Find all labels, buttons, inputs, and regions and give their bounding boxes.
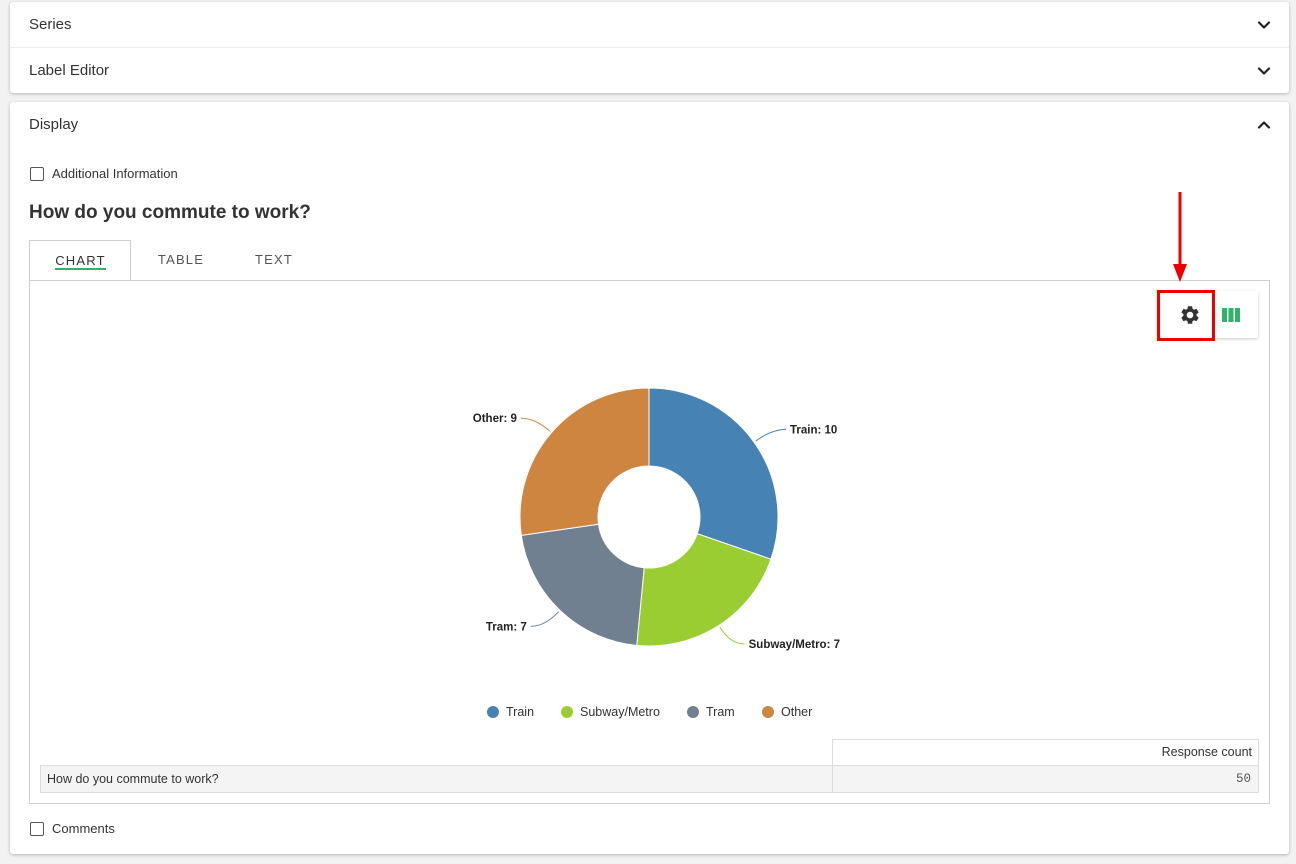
column-chart-icon xyxy=(1222,308,1240,322)
response-count-header-label: Response count xyxy=(1161,745,1252,759)
donut-chart: Train: 10 Subway/Metro: 7 Tram: 7 Other: 9 xyxy=(473,387,840,651)
annotation-arrow xyxy=(1173,192,1187,282)
question-title: How do you commute to work? xyxy=(29,202,311,223)
leader-line-subway-metro xyxy=(719,626,745,645)
slice-tram[interactable] xyxy=(520,523,645,646)
gear-icon xyxy=(1181,306,1199,324)
response-count-value-cell: 50 xyxy=(832,765,1259,793)
slice-subway-metro[interactable] xyxy=(636,533,772,647)
table-row: How do you commute to work? xyxy=(40,765,833,793)
leader-line-train xyxy=(755,428,787,442)
slice-train[interactable] xyxy=(648,387,779,560)
comments-label[interactable]: Comments xyxy=(52,821,115,836)
legend-label: Other xyxy=(781,705,813,719)
tab-chart[interactable]: CHART xyxy=(55,253,106,268)
legend-label: Train xyxy=(506,705,535,719)
data-label-other: Other: 9 xyxy=(473,413,517,425)
collapsed-sections-panel: Series Label Editor xyxy=(10,2,1289,93)
chevron-down-icon xyxy=(1257,66,1271,75)
table-row-label: How do you commute to work? xyxy=(47,772,219,786)
series-accordion-title: Series xyxy=(29,16,72,33)
legend-dot xyxy=(561,706,573,718)
tab-table[interactable]: TABLE xyxy=(157,252,205,267)
leader-line-other xyxy=(520,417,551,432)
legend-label: Tram xyxy=(706,705,735,719)
data-label-subway-metro: Subway/Metro: 7 xyxy=(749,639,840,651)
annotation-highlight-box xyxy=(1157,290,1215,341)
legend-item-train[interactable]: Train xyxy=(487,704,534,720)
settings-button[interactable] xyxy=(1170,299,1210,331)
response-count-value: 50 xyxy=(1235,772,1251,786)
data-label-tram: Tram: 7 xyxy=(486,621,527,633)
chart-container xyxy=(29,280,1270,804)
series-accordion-header[interactable]: Series xyxy=(10,2,1289,47)
legend-dot xyxy=(687,706,699,718)
tab-text[interactable]: TEXT xyxy=(254,252,294,267)
chevron-up-icon xyxy=(1257,120,1271,129)
legend-dot xyxy=(762,706,774,718)
chevron-down-icon xyxy=(1257,20,1271,29)
leader-line-tram xyxy=(530,611,559,627)
legend-item-other[interactable]: Other xyxy=(762,704,812,720)
data-label-train: Train: 10 xyxy=(790,424,837,436)
comments-checkbox[interactable] xyxy=(30,822,44,836)
label-editor-accordion-header[interactable]: Label Editor xyxy=(10,48,1289,93)
active-tab-indicator xyxy=(55,268,106,270)
chart-type-button[interactable] xyxy=(1216,299,1246,331)
slice-other[interactable] xyxy=(519,387,650,536)
legend-item-subway-metro[interactable]: Subway/Metro xyxy=(561,704,660,720)
additional-information-checkbox[interactable] xyxy=(30,167,44,181)
display-accordion-title: Display xyxy=(29,116,79,133)
additional-information-label[interactable]: Additional Information xyxy=(52,166,178,181)
tab-chart-container xyxy=(29,240,131,281)
legend-label: Subway/Metro xyxy=(580,705,660,719)
legend-dot xyxy=(487,706,499,718)
legend-item-tram[interactable]: Tram xyxy=(687,704,735,720)
display-accordion-header[interactable]: Display xyxy=(10,102,1289,147)
label-editor-accordion-title: Label Editor xyxy=(29,62,110,79)
accordion-divider xyxy=(10,47,1289,48)
chart-toolbar xyxy=(1160,291,1258,338)
response-count-header: Response count xyxy=(832,739,1259,766)
